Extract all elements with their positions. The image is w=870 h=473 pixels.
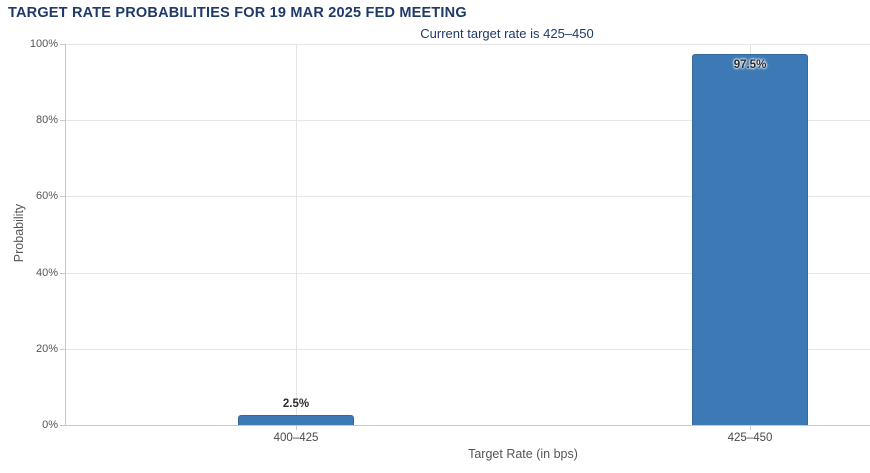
y-axis-line xyxy=(65,44,66,425)
y-axis-tick xyxy=(60,44,65,45)
y-axis-tick xyxy=(60,196,65,197)
gridline-y-20 xyxy=(65,349,870,350)
bar-value-label: 97.5% xyxy=(733,59,767,71)
gridline-y-60 xyxy=(65,196,870,197)
y-tick-label: 40% xyxy=(35,267,58,279)
y-tick-label: 100% xyxy=(29,38,58,50)
x-tick-label: 425–450 xyxy=(727,432,773,444)
bar-value-label: 2.5% xyxy=(282,398,310,410)
chart-subtitle: Current target rate is 425–450 xyxy=(420,26,594,41)
y-axis-tick xyxy=(60,425,65,426)
chart-title: TARGET RATE PROBABILITIES FOR 19 MAR 202… xyxy=(8,5,467,21)
y-tick-label: 80% xyxy=(35,114,58,126)
gridline-y-100 xyxy=(65,44,870,45)
bar-425-450[interactable] xyxy=(692,54,808,425)
x-axis-tick xyxy=(750,426,751,430)
y-tick-label: 60% xyxy=(35,190,58,202)
x-tick-label: 400–425 xyxy=(273,432,319,444)
y-axis-tick xyxy=(60,273,65,274)
y-axis-tick xyxy=(60,120,65,121)
x-axis-tick xyxy=(296,426,297,430)
y-tick-label: 0% xyxy=(42,419,58,431)
gridline-y-40 xyxy=(65,273,870,274)
y-tick-label: 20% xyxy=(35,343,58,355)
gridline-x-category xyxy=(296,44,297,425)
bar-400-425[interactable] xyxy=(238,415,354,425)
x-axis-line xyxy=(65,425,870,426)
y-axis-title: Probability xyxy=(12,203,26,263)
gridline-y-80 xyxy=(65,120,870,121)
x-axis-title: Target Rate (in bps) xyxy=(468,447,578,461)
y-axis-tick xyxy=(60,349,65,350)
